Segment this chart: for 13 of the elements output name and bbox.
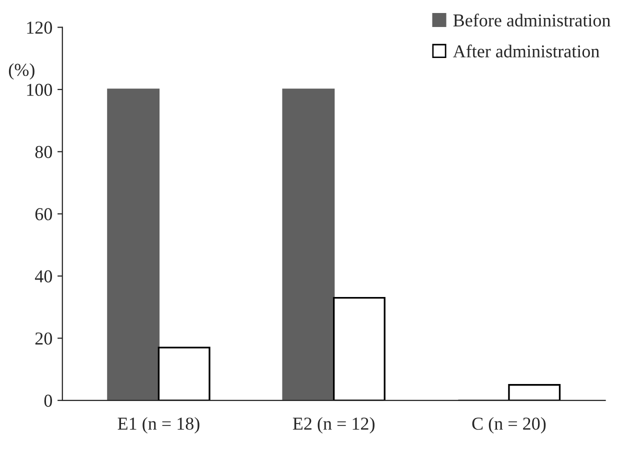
x-tick-label: C (n = 20): [472, 417, 546, 434]
x-tick-label: E2 (n = 12): [292, 417, 374, 434]
y-tick-label: 60: [35, 208, 52, 220]
y-tick-label: 0: [44, 394, 52, 407]
y-tick-label: 40: [34, 270, 52, 282]
legend-label: Before administration: [453, 14, 610, 27]
legend-label: After administration: [452, 44, 600, 58]
x-tick-label: E1 (n = 18): [118, 417, 200, 434]
y-tick-label: 20: [35, 332, 52, 345]
y-tick-label: 120: [27, 22, 52, 34]
y-tick-label: 80: [35, 146, 52, 158]
y-tick-label: 100: [27, 84, 52, 96]
y-axis-title: (%): [8, 63, 34, 80]
